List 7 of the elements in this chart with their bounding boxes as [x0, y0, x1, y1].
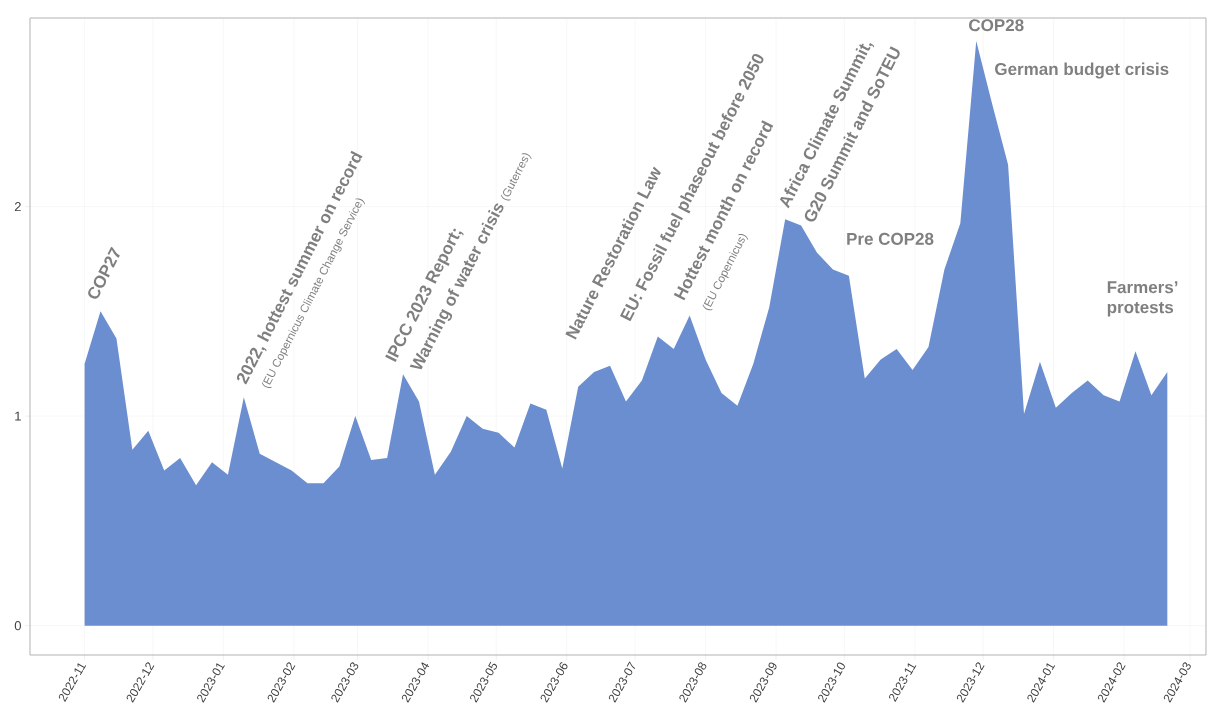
y-tick-label: 2 — [14, 202, 21, 212]
annotation: German budget crisis — [995, 62, 1169, 79]
annotation: Pre COP28 — [847, 232, 934, 245]
annotation: COP28 — [969, 19, 1024, 32]
y-tick-label: 0 — [14, 621, 21, 631]
y-tick-label: 1 — [15, 411, 21, 421]
annotation: Farmers’ protests — [1107, 281, 1178, 317]
